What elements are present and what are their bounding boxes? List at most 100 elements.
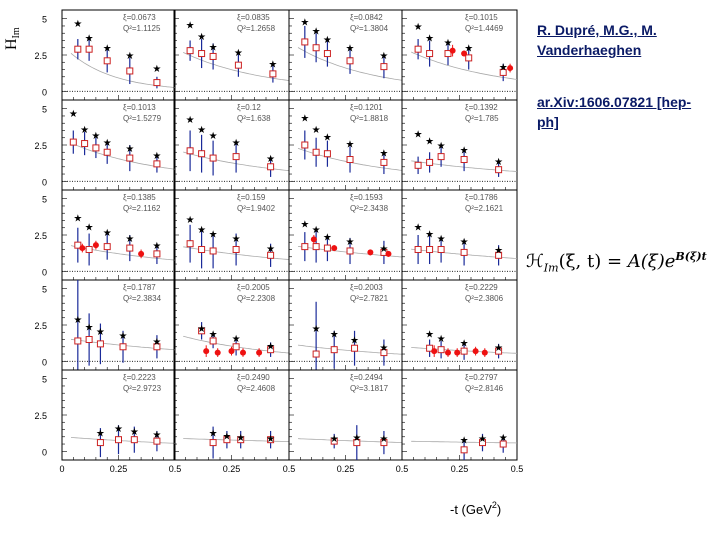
y-tick-label: 2.5 xyxy=(34,321,47,331)
data-point-star: ★ xyxy=(494,157,503,168)
y-tick-label: 5 xyxy=(42,285,47,295)
data-point-square xyxy=(126,67,134,75)
data-point-star: ★ xyxy=(96,428,105,439)
data-point-square xyxy=(323,150,331,158)
data-point-star: ★ xyxy=(460,145,469,156)
data-point-star: ★ xyxy=(494,343,503,354)
x-tick-label: 0.25 xyxy=(451,464,469,474)
data-point-circle xyxy=(385,250,392,257)
data-point-square xyxy=(301,38,309,46)
y-axis-label: HIm xyxy=(3,27,22,50)
data-point-star: ★ xyxy=(232,138,241,149)
data-point-star: ★ xyxy=(379,434,388,445)
data-point-square xyxy=(186,47,194,55)
fit-formula: ℋIm(ξ, t) = A(ξ)eB(ξ)t xyxy=(526,250,707,275)
data-point-star: ★ xyxy=(232,334,241,345)
data-point-star: ★ xyxy=(437,234,446,245)
data-point-square xyxy=(153,160,161,168)
data-point-square xyxy=(74,45,82,53)
data-point-square xyxy=(153,437,161,445)
data-point-star: ★ xyxy=(125,51,134,62)
y-tick-label: 5 xyxy=(42,15,47,25)
data-point-star: ★ xyxy=(152,64,161,75)
data-point-star: ★ xyxy=(350,336,359,347)
data-point-star: ★ xyxy=(266,341,275,352)
data-point-star: ★ xyxy=(209,428,218,439)
data-point-star: ★ xyxy=(499,433,508,444)
panel-xi-label: ξ=0.2490 xyxy=(237,373,270,382)
data-point-square xyxy=(96,439,104,447)
data-point-square xyxy=(380,63,388,71)
data-point-square xyxy=(186,147,194,155)
x-axis-label: -t (GeV2) xyxy=(450,500,501,517)
data-point-square xyxy=(426,158,434,166)
data-point-star: ★ xyxy=(300,113,309,124)
data-point-star: ★ xyxy=(312,324,321,335)
data-point-star: ★ xyxy=(460,237,469,248)
arxiv-link[interactable]: ar.Xiv:1606.07821 [hep-ph] xyxy=(537,94,692,130)
y-tick-label: 0 xyxy=(42,87,47,97)
panel-xi-label: ξ=0.2494 xyxy=(350,373,383,382)
data-point-square xyxy=(96,340,104,348)
data-point-star: ★ xyxy=(96,327,105,338)
data-point-star: ★ xyxy=(346,237,355,248)
data-point-circle xyxy=(507,65,514,72)
data-point-star: ★ xyxy=(414,129,423,140)
panel-r4-c3: ★ ★ ★ ξ=0.2797 Q²=2.8146 xyxy=(401,369,518,461)
data-point-square xyxy=(323,244,331,252)
data-point-star: ★ xyxy=(312,125,321,136)
data-point-square xyxy=(465,54,473,62)
panel-q2-label: Q²=1.4469 xyxy=(465,24,504,33)
data-point-square xyxy=(209,337,217,345)
data-point-square xyxy=(209,154,217,162)
data-point-star: ★ xyxy=(330,434,339,445)
data-point-square xyxy=(85,246,93,254)
panel-r4-c0: ★ ★ ★ ★ ξ=0.2223 Q²=2.9723 xyxy=(61,369,176,461)
data-point-circle xyxy=(472,348,479,355)
data-point-square xyxy=(198,50,206,58)
data-point-square xyxy=(237,436,245,444)
data-point-star: ★ xyxy=(312,26,321,37)
data-point-star: ★ xyxy=(103,138,112,149)
data-point-star: ★ xyxy=(85,34,94,45)
panel-q2-label: Q²=2.8146 xyxy=(465,384,504,393)
data-point-circle xyxy=(79,245,86,252)
data-point-star: ★ xyxy=(499,63,508,74)
authors-link[interactable]: R. Dupré, M.G., M. Vanderhaeghen xyxy=(537,22,657,58)
data-point-square xyxy=(103,148,111,156)
data-point-circle xyxy=(228,348,235,355)
data-point-star: ★ xyxy=(85,322,94,333)
data-point-square xyxy=(223,436,231,444)
data-point-square xyxy=(209,52,217,60)
data-point-square xyxy=(495,166,503,174)
data-point-square xyxy=(234,61,242,69)
data-point-star: ★ xyxy=(197,225,206,236)
data-point-star: ★ xyxy=(152,430,161,441)
y-tick-label: 5 xyxy=(42,195,47,205)
panel-q2-label: Q²=1.8818 xyxy=(350,114,389,123)
data-point-circle xyxy=(431,348,438,355)
data-point-circle xyxy=(310,236,317,243)
panel-q2-label: Q²=1.9402 xyxy=(237,204,276,213)
y-tick-label: 2.5 xyxy=(34,231,47,241)
data-point-square xyxy=(103,57,111,65)
panel-xi-label: ξ=0.2223 xyxy=(123,373,156,382)
data-point-square xyxy=(414,161,422,169)
data-point-square xyxy=(130,436,138,444)
data-point-square xyxy=(232,153,240,161)
data-point-square xyxy=(69,138,77,146)
data-point-star: ★ xyxy=(460,436,469,447)
data-point-square xyxy=(380,439,388,447)
data-point-square xyxy=(267,436,275,444)
data-point-star: ★ xyxy=(73,19,82,30)
data-point-star: ★ xyxy=(346,44,355,55)
data-point-square xyxy=(209,439,217,447)
panel-q2-label: Q²=2.9723 xyxy=(123,384,162,393)
data-point-square xyxy=(103,243,111,251)
data-point-star: ★ xyxy=(103,228,112,239)
